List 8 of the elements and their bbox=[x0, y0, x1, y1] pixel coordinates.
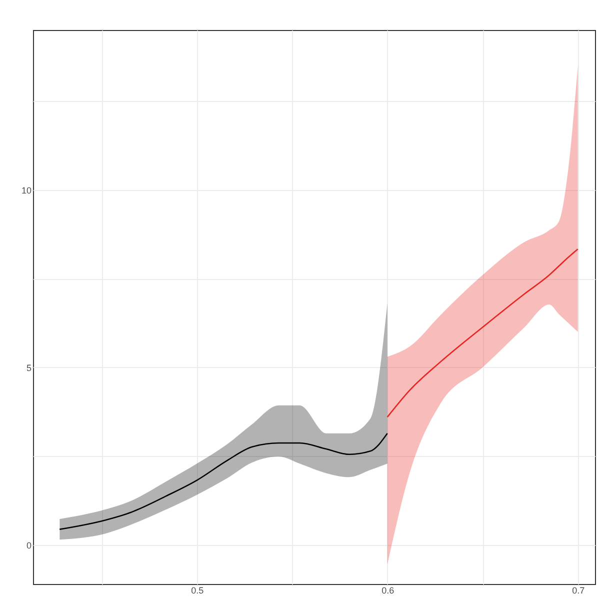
y-tick-label: 10 bbox=[21, 185, 32, 196]
y-tick-label: 0 bbox=[26, 540, 32, 550]
line-series bbox=[386, 248, 579, 418]
y-tick-label: 5 bbox=[26, 362, 32, 373]
x-tick-label: 0.5 bbox=[191, 586, 204, 596]
x-tick-label: 0.6 bbox=[382, 586, 394, 596]
x-tick-label: 0.7 bbox=[572, 586, 585, 596]
line-series bbox=[59, 432, 388, 530]
